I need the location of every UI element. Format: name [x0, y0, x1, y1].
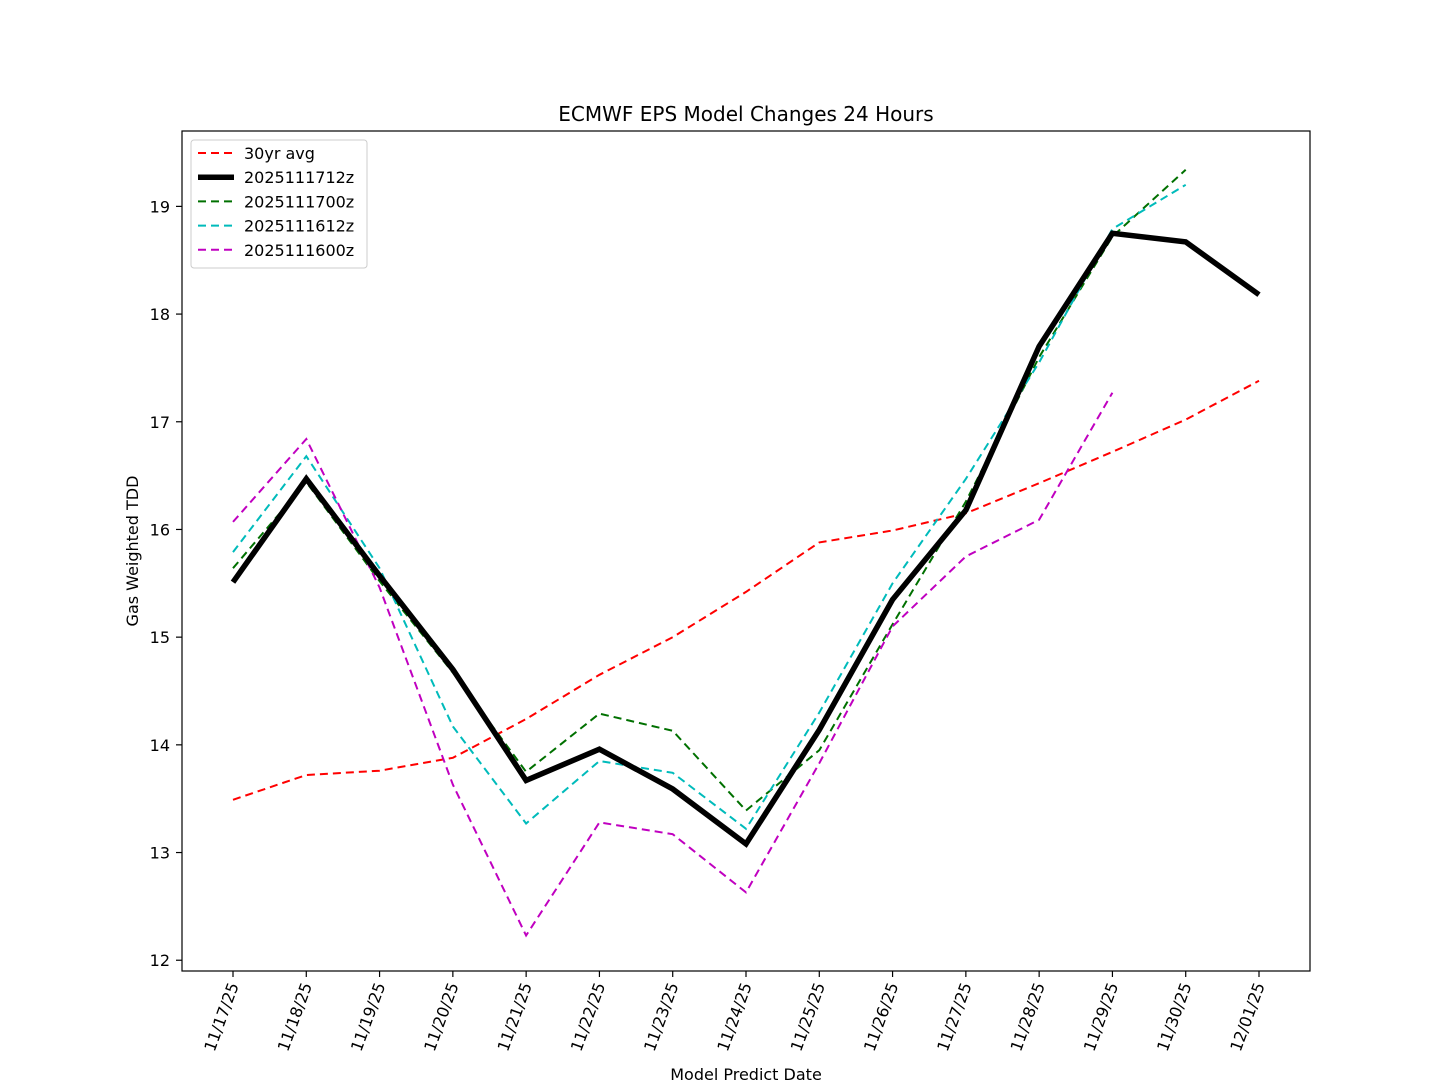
x-tick-label: 11/30/25 [1153, 980, 1195, 1054]
y-axis-label: Gas Weighted TDD [123, 476, 142, 627]
y-tick-label: 16 [150, 520, 170, 539]
series-line-2025111600z [232, 392, 1114, 938]
legend-label: 2025111612z [244, 217, 354, 236]
series-line-2025111612z [232, 183, 1187, 831]
y-tick-label: 12 [150, 951, 170, 970]
y-tick-label: 17 [150, 413, 170, 432]
series-line-30yr-avg [232, 379, 1260, 801]
legend-label: 2025111600z [244, 241, 354, 260]
x-tick-label: 11/18/25 [274, 980, 316, 1054]
y-tick-label: 13 [150, 844, 170, 863]
series-line-2025111700z [232, 169, 1187, 812]
legend-box [190, 139, 368, 269]
x-tick-label: 11/29/25 [1080, 980, 1122, 1054]
x-tick-label: 11/28/25 [1006, 980, 1048, 1054]
legend-label: 2025111700z [244, 192, 354, 211]
x-tick-label: 11/24/25 [713, 980, 755, 1054]
legend-label: 30yr avg [244, 144, 315, 163]
x-tick-label: 11/17/25 [200, 980, 242, 1054]
x-tick-label: 11/25/25 [787, 980, 829, 1054]
y-tick-label: 15 [150, 628, 170, 647]
x-tick-label: 11/27/25 [933, 980, 975, 1054]
series-layer [230, 169, 1261, 938]
x-tick-label: 11/19/25 [347, 980, 389, 1054]
x-tick-label: 12/01/25 [1226, 980, 1268, 1054]
x-axis-label: Model Predict Date [670, 1065, 822, 1084]
y-tick-label: 18 [150, 305, 170, 324]
y-tick-label: 14 [150, 736, 170, 755]
legend-label: 2025111712z [244, 168, 354, 187]
x-tick-label: 11/22/25 [567, 980, 609, 1054]
x-tick-label: 11/20/25 [420, 980, 462, 1054]
legend: 30yr avg 2025111712z 2025111700z 2025111612… [190, 139, 368, 269]
series-line-2025111712z [230, 230, 1261, 848]
x-axis: 11/17/25 11/18/25 11/19/25 11/20/25 11/21/25… [200, 971, 1269, 1054]
y-axis: 12 13 14 15 16 17 18 19 [150, 197, 182, 970]
x-tick-label: 11/23/25 [640, 980, 682, 1054]
x-tick-label: 11/21/25 [493, 980, 535, 1054]
chart-title: ECMWF EPS Model Changes 24 Hours [558, 102, 933, 126]
y-tick-label: 19 [150, 197, 170, 216]
x-tick-label: 11/26/25 [860, 980, 902, 1054]
